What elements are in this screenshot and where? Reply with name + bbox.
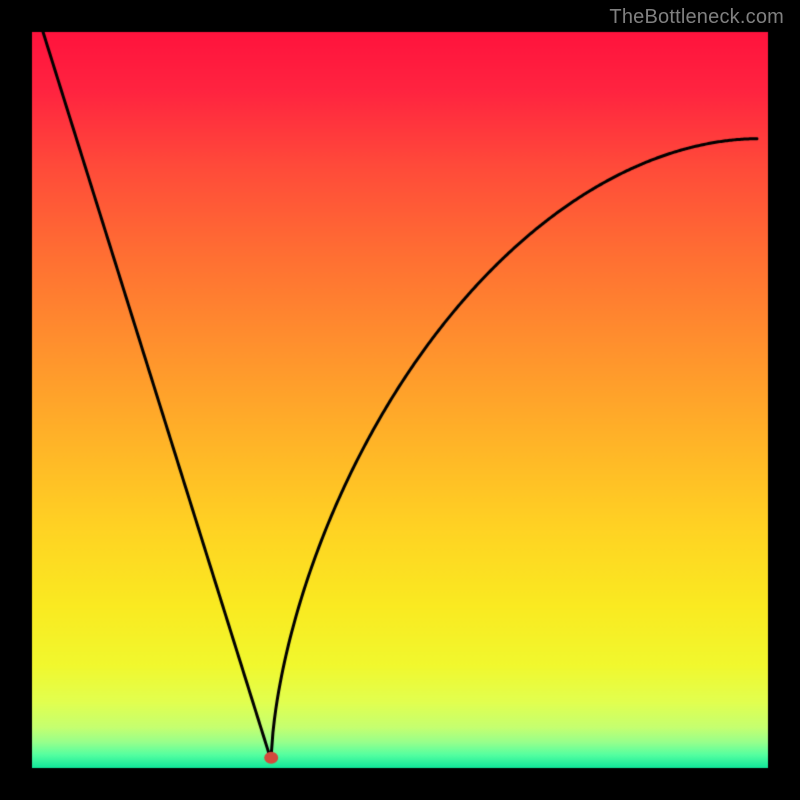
chart-canvas: [0, 0, 800, 800]
chart-stage: TheBottleneck.com: [0, 0, 800, 800]
watermark-text: TheBottleneck.com: [609, 6, 784, 29]
